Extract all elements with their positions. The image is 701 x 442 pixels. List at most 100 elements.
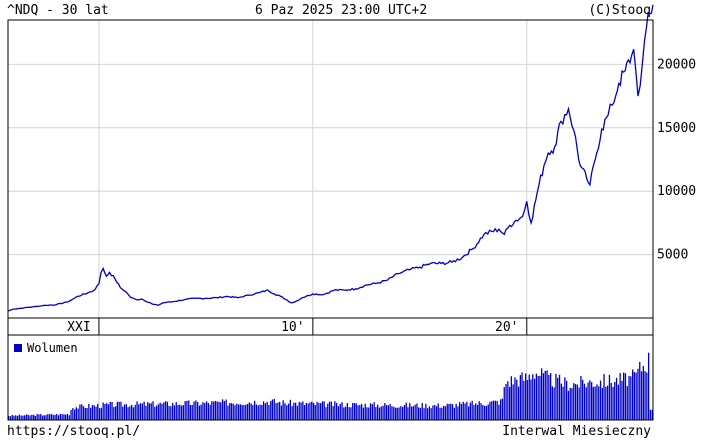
volume-bar: [578, 387, 580, 420]
volume-bar: [530, 379, 532, 420]
volume-bar: [220, 402, 222, 420]
volume-bar: [202, 402, 204, 420]
volume-bar: [405, 402, 407, 420]
price-series-line: [7, 4, 654, 312]
volume-bar: [248, 402, 250, 420]
volume-bar: [327, 403, 329, 420]
volume-bar: [88, 404, 90, 420]
volume-bar: [56, 413, 58, 420]
volume-bar: [188, 400, 190, 420]
volume-bar: [266, 401, 268, 420]
volume-bar: [18, 414, 20, 420]
volume-bar: [587, 382, 589, 420]
volume-bar: [24, 415, 26, 420]
volume-bar: [368, 407, 370, 420]
volume-bar: [514, 377, 516, 420]
volume-bar: [211, 401, 213, 420]
volume-bar: [15, 415, 17, 420]
volume-bar: [279, 401, 281, 420]
volume-bar: [11, 414, 13, 420]
volume-bar: [448, 404, 450, 420]
volume-bar: [70, 410, 72, 420]
volume-bar: [393, 406, 395, 420]
volume-bar: [100, 407, 102, 420]
volume-bar: [539, 375, 541, 420]
volume-bar: [434, 405, 436, 420]
volume-bar: [31, 414, 33, 420]
volume-bar: [425, 403, 427, 420]
volume-bar: [145, 405, 147, 420]
volume-bar: [528, 374, 530, 420]
volume-bar: [16, 415, 19, 420]
volume-bar: [218, 401, 220, 420]
volume-bar: [468, 406, 470, 420]
volume-bar: [63, 414, 65, 420]
volume-bar: [607, 385, 609, 420]
volume-bar: [535, 373, 537, 420]
volume-bar: [307, 403, 309, 420]
volume-bar: [421, 403, 423, 420]
volume-bar: [198, 405, 201, 420]
volume-legend-swatch: [14, 344, 22, 352]
volume-bar: [521, 372, 523, 420]
volume-bar: [614, 382, 616, 420]
volume-bar: [182, 405, 184, 420]
volume-bar: [131, 404, 133, 420]
volume-bar: [398, 407, 400, 420]
volume-bar: [296, 405, 299, 420]
volume-bar: [229, 403, 231, 420]
volume-bar: [127, 407, 129, 420]
volume-bar: [391, 406, 393, 420]
volume-bar: [589, 380, 591, 420]
volume-bar: [649, 409, 652, 420]
volume-bar: [277, 402, 279, 420]
volume-legend-label: Wolumen: [27, 341, 78, 355]
volume-bar: [500, 399, 502, 420]
volume-bar: [576, 384, 578, 420]
volume-bar: [491, 401, 493, 420]
volume-bar: [573, 383, 575, 420]
volume-bar: [385, 405, 388, 420]
volume-bar: [337, 406, 340, 420]
volume-bar: [505, 384, 507, 420]
volume-bar: [619, 373, 621, 420]
volume-bar: [316, 401, 318, 420]
volume-bar: [537, 376, 539, 420]
volume-bar: [509, 386, 511, 420]
volume-bar: [25, 414, 28, 420]
volume-bar: [437, 403, 439, 420]
volume-bar: [148, 403, 151, 420]
volume-bar: [189, 405, 192, 420]
volume-bar: [560, 383, 562, 420]
volume-bar: [482, 405, 484, 420]
volume-bar: [136, 401, 138, 420]
volume-bar: [195, 400, 197, 420]
source-url[interactable]: https://stooq.pl/: [7, 424, 141, 439]
volume-bar: [302, 401, 304, 420]
interval-label: Interwal Miesieczny: [502, 424, 651, 439]
volume-bar: [81, 404, 83, 420]
volume-bar: [223, 401, 225, 420]
volume-bar: [591, 382, 593, 420]
volume-bar: [166, 401, 168, 420]
volume-bar: [580, 375, 582, 420]
volume-bar: [339, 403, 341, 420]
volume-bar: [74, 409, 76, 420]
volume-bar: [132, 407, 135, 420]
volume-bar: [175, 402, 177, 420]
volume-bar: [20, 415, 22, 420]
volume-panel-frame: [7, 334, 654, 421]
volume-bar: [264, 403, 266, 420]
volume-bar: [353, 403, 356, 420]
volume-bar: [170, 406, 172, 420]
volume-bar: [270, 401, 272, 420]
volume-bar: [115, 406, 117, 420]
volume-bar: [532, 374, 534, 420]
volume-bar: [29, 415, 31, 420]
volume-bar: [598, 386, 600, 420]
y-tick-label: 10000: [657, 184, 696, 199]
volume-bar: [150, 403, 152, 420]
volume-bar: [139, 403, 142, 420]
volume-bar: [239, 404, 242, 420]
volume-bar: [517, 386, 520, 420]
